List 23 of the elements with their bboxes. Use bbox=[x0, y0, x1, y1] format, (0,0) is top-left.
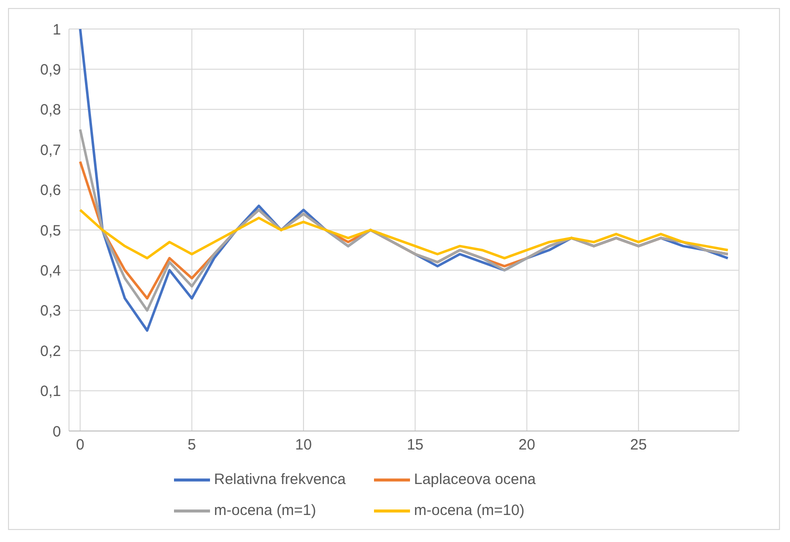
x-tick-label: 25 bbox=[630, 436, 647, 454]
y-tick-label: 1 bbox=[52, 21, 61, 38]
y-tick-label: 0,1 bbox=[40, 383, 61, 400]
x-tick-label: 15 bbox=[406, 436, 424, 454]
y-tick-label: 0 bbox=[52, 423, 61, 440]
y-tick-label: 0,2 bbox=[40, 342, 61, 360]
x-tick-label: 5 bbox=[188, 436, 196, 454]
line-series bbox=[78, 208, 730, 260]
legend-label: m-ocena (m=10) bbox=[414, 502, 524, 519]
y-tick-label: 0,8 bbox=[40, 102, 61, 119]
y-tick-label: 0,6 bbox=[40, 182, 61, 200]
y-tick-label: 0,5 bbox=[40, 222, 61, 240]
x-tick-label: 20 bbox=[518, 436, 536, 454]
y-tick-label: 0,9 bbox=[40, 62, 61, 79]
line-series bbox=[78, 128, 730, 312]
y-tick-label: 0,7 bbox=[40, 142, 61, 159]
x-tick-label: 10 bbox=[295, 436, 312, 454]
y-tick-label: 0,3 bbox=[40, 302, 61, 320]
x-tick-label: 0 bbox=[76, 436, 84, 454]
legend-label: Laplaceova ocena bbox=[414, 471, 536, 488]
legend-label: Relativna frekvenca bbox=[214, 471, 346, 488]
y-tick-label: 0,4 bbox=[40, 262, 61, 280]
legend-label: m-ocena (m=1) bbox=[214, 502, 316, 519]
